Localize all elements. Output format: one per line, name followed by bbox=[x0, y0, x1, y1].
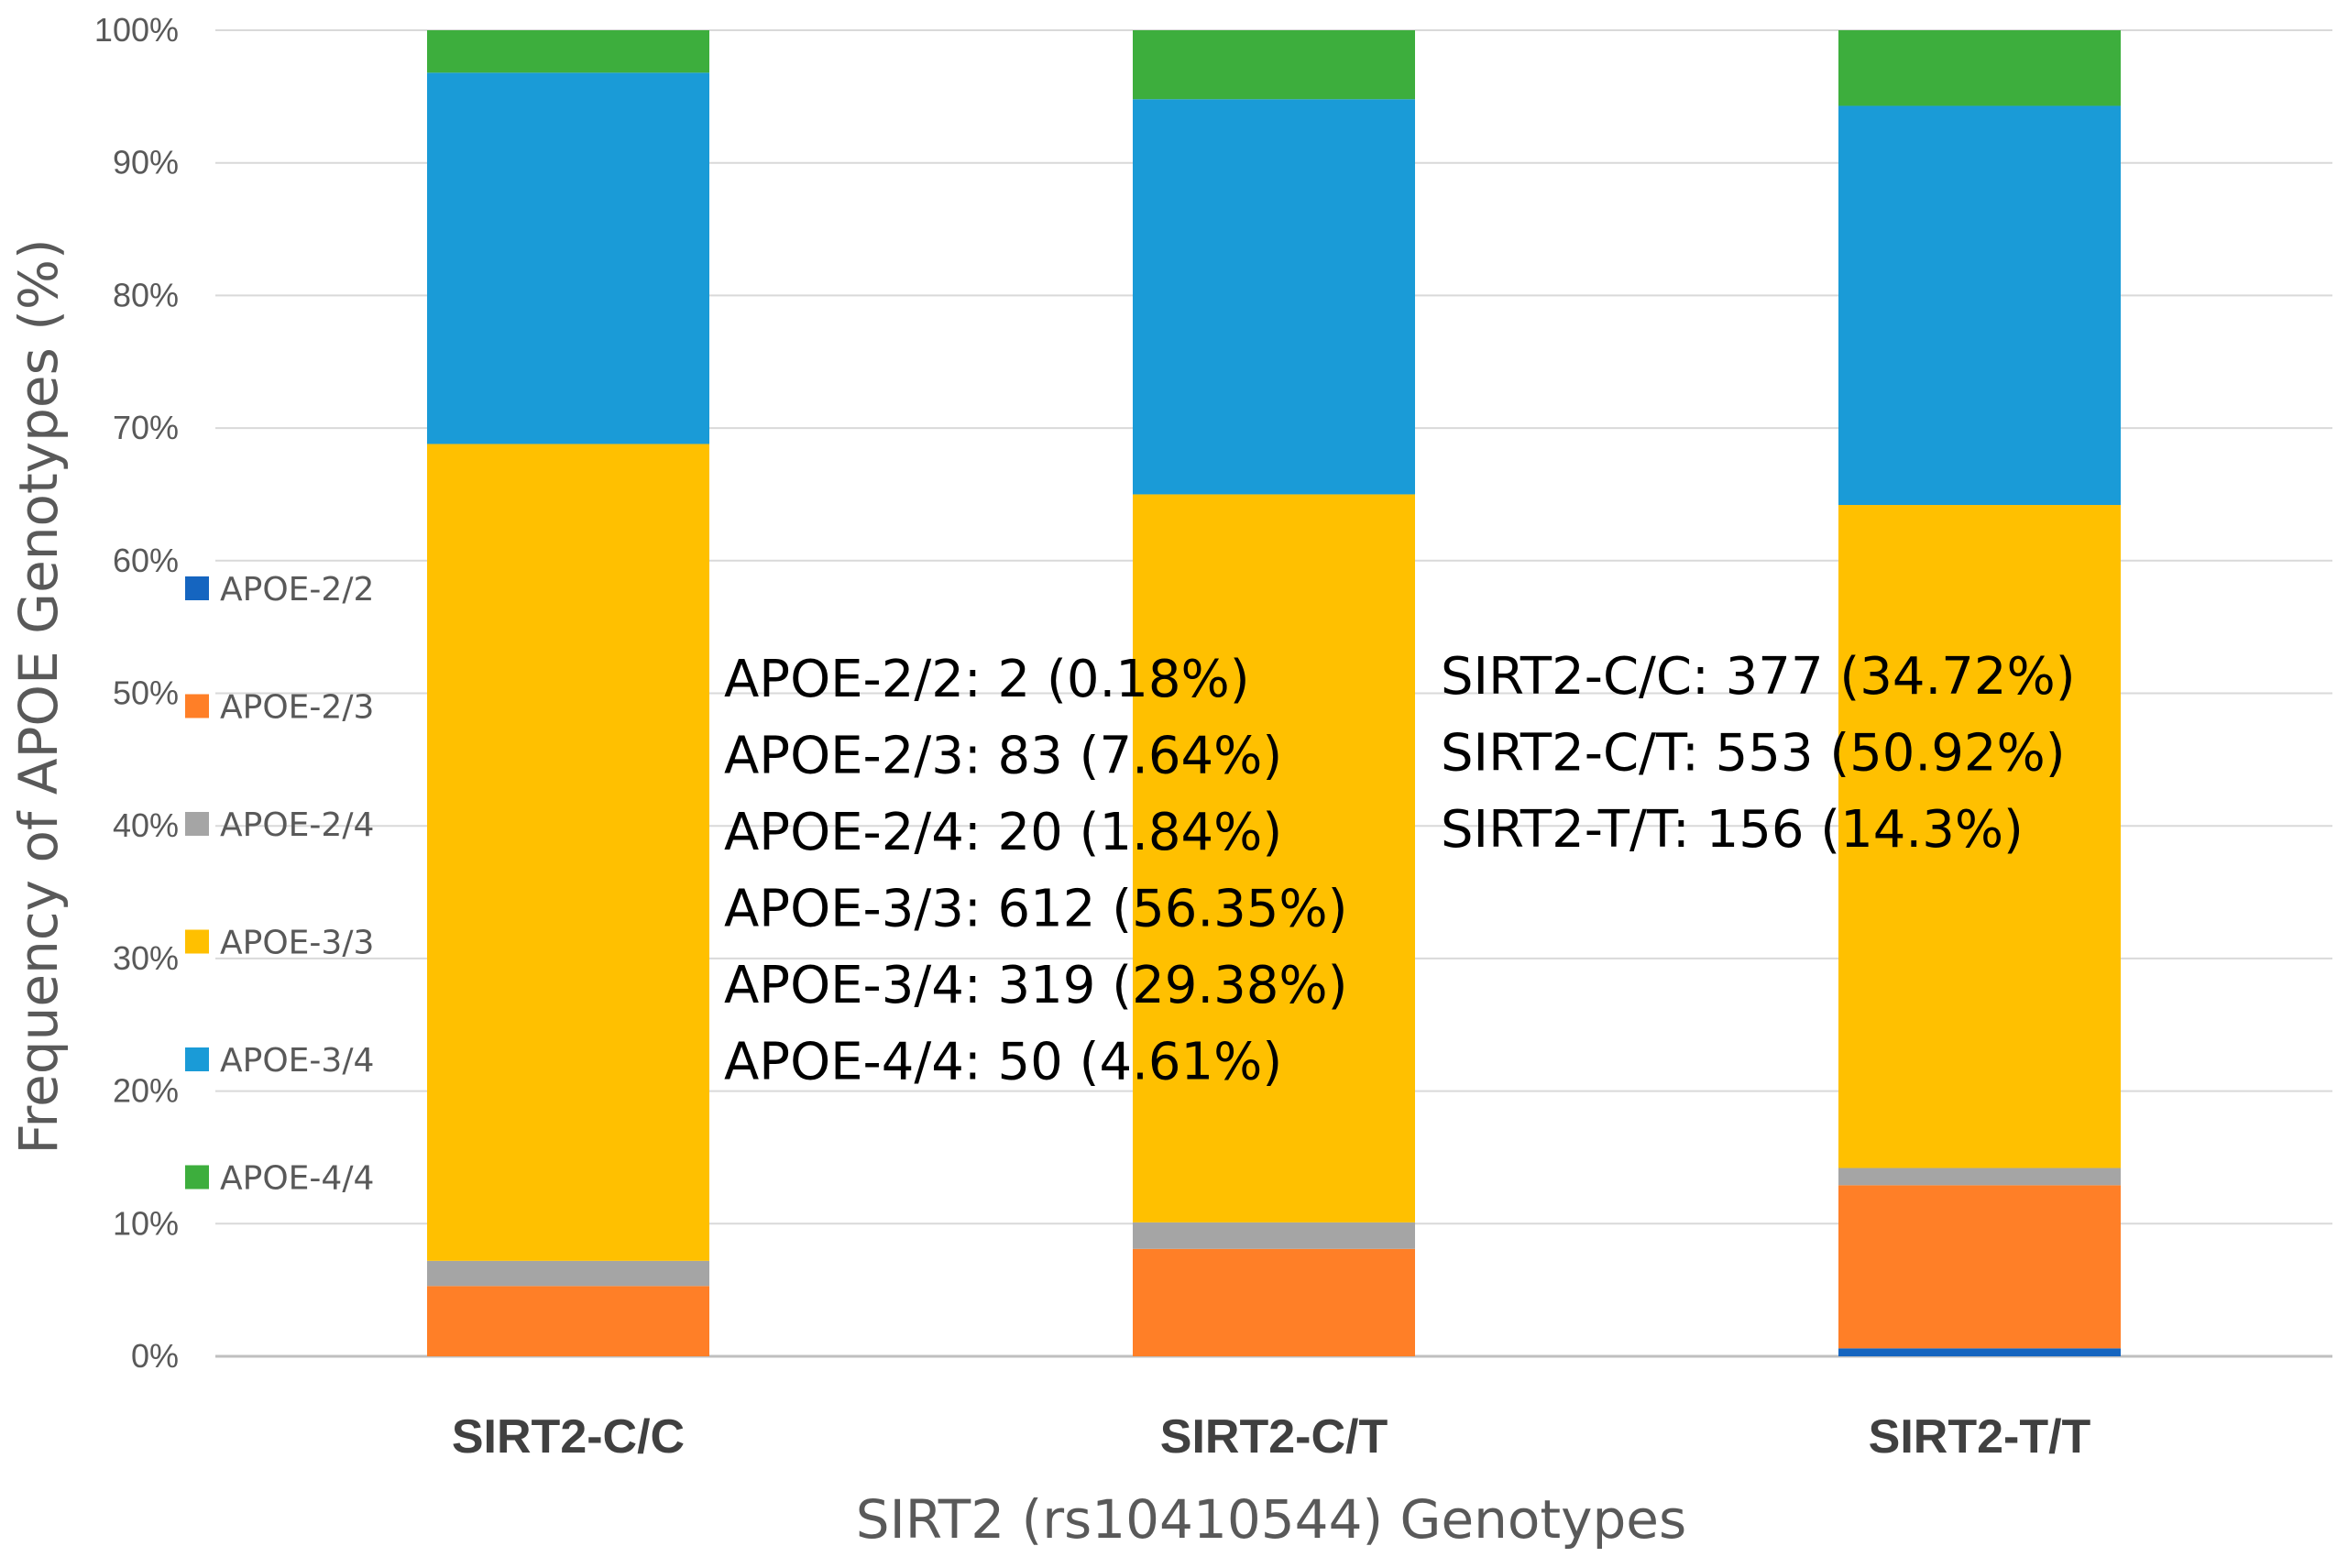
legend-swatch bbox=[185, 1047, 209, 1071]
annotation-apoe-count: APOE-2/4: 20 (1.84%) bbox=[724, 803, 1282, 862]
legend-swatch bbox=[185, 929, 209, 954]
bar-segment-apoe-2-3 bbox=[1133, 1248, 1415, 1356]
x-axis: SIRT2-C/C SIRT2-C/T SIRT2-T/T bbox=[452, 1410, 2091, 1464]
legend-label: APOE-3/3 bbox=[220, 925, 374, 962]
y-tick-label: 50% bbox=[113, 674, 179, 712]
y-axis: 0% 10% 20% 30% 40% 50% 60% 70% 80% 90% 100% bbox=[94, 11, 179, 1375]
bar-segment-apoe-3-4 bbox=[1133, 99, 1415, 495]
y-tick-label: 100% bbox=[94, 11, 179, 49]
annotation-apoe-count: APOE-3/3: 612 (56.35%) bbox=[724, 880, 1347, 939]
x-tick-label: SIRT2-C/C bbox=[452, 1410, 685, 1464]
annotation-apoe-count: APOE-2/2: 2 (0.18%) bbox=[724, 650, 1250, 709]
bar-segment-apoe-4-4 bbox=[1838, 30, 2121, 106]
bar-segment-apoe-4-4 bbox=[427, 30, 709, 73]
y-tick-label: 80% bbox=[113, 276, 179, 313]
legend-label: APOE-2/2 bbox=[220, 571, 374, 609]
bar-segment-apoe-2-4 bbox=[427, 1260, 709, 1287]
legend-swatch bbox=[185, 1165, 209, 1190]
bars bbox=[427, 30, 2121, 1356]
bar-segment-apoe-3-3 bbox=[1838, 505, 2121, 1168]
y-tick-label: 40% bbox=[113, 806, 179, 844]
y-tick-label: 90% bbox=[113, 144, 179, 181]
y-tick-label: 20% bbox=[113, 1072, 179, 1110]
y-tick-label: 30% bbox=[113, 939, 179, 977]
bar-segment-apoe-2-3 bbox=[427, 1286, 709, 1356]
y-tick-label: 10% bbox=[113, 1204, 179, 1242]
legend-label: APOE-4/4 bbox=[220, 1160, 374, 1198]
annotation-apoe-count: APOE-2/3: 83 (7.64%) bbox=[724, 727, 1282, 786]
annotation-sirt2-count: SIRT2-C/T: 553 (50.92%) bbox=[1441, 724, 2066, 784]
x-tick-label: SIRT2-C/T bbox=[1160, 1410, 1388, 1464]
bar-segment-apoe-2-3 bbox=[1838, 1185, 2121, 1349]
annotation-apoe-count: APOE-3/4: 319 (29.38%) bbox=[724, 956, 1347, 1015]
y-tick-label: 60% bbox=[113, 542, 179, 579]
bar-segment-apoe-3-4 bbox=[1838, 105, 2121, 506]
annotation-apoe-count: APOE-4/4: 50 (4.61%) bbox=[724, 1033, 1282, 1092]
bar-segment-apoe-3-3 bbox=[427, 444, 709, 1261]
bar-segment-apoe-2-4 bbox=[1133, 1222, 1415, 1249]
x-axis-title: SIRT2 (rs10410544) Genotypes bbox=[856, 1488, 1686, 1551]
bar-segment-apoe-3-4 bbox=[427, 72, 709, 444]
y-tick-label: 0% bbox=[131, 1337, 179, 1375]
legend-swatch bbox=[185, 694, 209, 718]
bar-segment-apoe-4-4 bbox=[1133, 30, 1415, 100]
legend-label: APOE-3/4 bbox=[220, 1042, 374, 1080]
annotation-sirt2-count: SIRT2-C/C: 377 (34.72%) bbox=[1441, 647, 2076, 707]
y-tick-label: 70% bbox=[113, 409, 179, 446]
legend: APOE-2/2 APOE-2/3 APOE-2/4 APOE-3/3 APOE-3/4… bbox=[185, 571, 374, 1198]
legend-swatch bbox=[185, 576, 209, 600]
legend-label: APOE-2/4 bbox=[220, 806, 374, 844]
legend-label: APOE-2/3 bbox=[220, 689, 374, 727]
annotation-sirt2-count: SIRT2-T/T: 156 (14.3%) bbox=[1441, 800, 2024, 860]
bar-segment-apoe-3-3 bbox=[1133, 494, 1415, 1223]
x-tick-label: SIRT2-T/T bbox=[1869, 1410, 2091, 1464]
bar-segment-apoe-2-4 bbox=[1838, 1168, 2121, 1186]
annotations: APOE-2/2: 2 (0.18%) APOE-2/3: 83 (7.64%) A… bbox=[724, 647, 2076, 1092]
y-axis-title: Frequency of APOE Genotypes (%) bbox=[7, 238, 70, 1154]
legend-swatch bbox=[185, 812, 209, 836]
bar-segment-apoe-2-2 bbox=[1838, 1348, 2121, 1356]
